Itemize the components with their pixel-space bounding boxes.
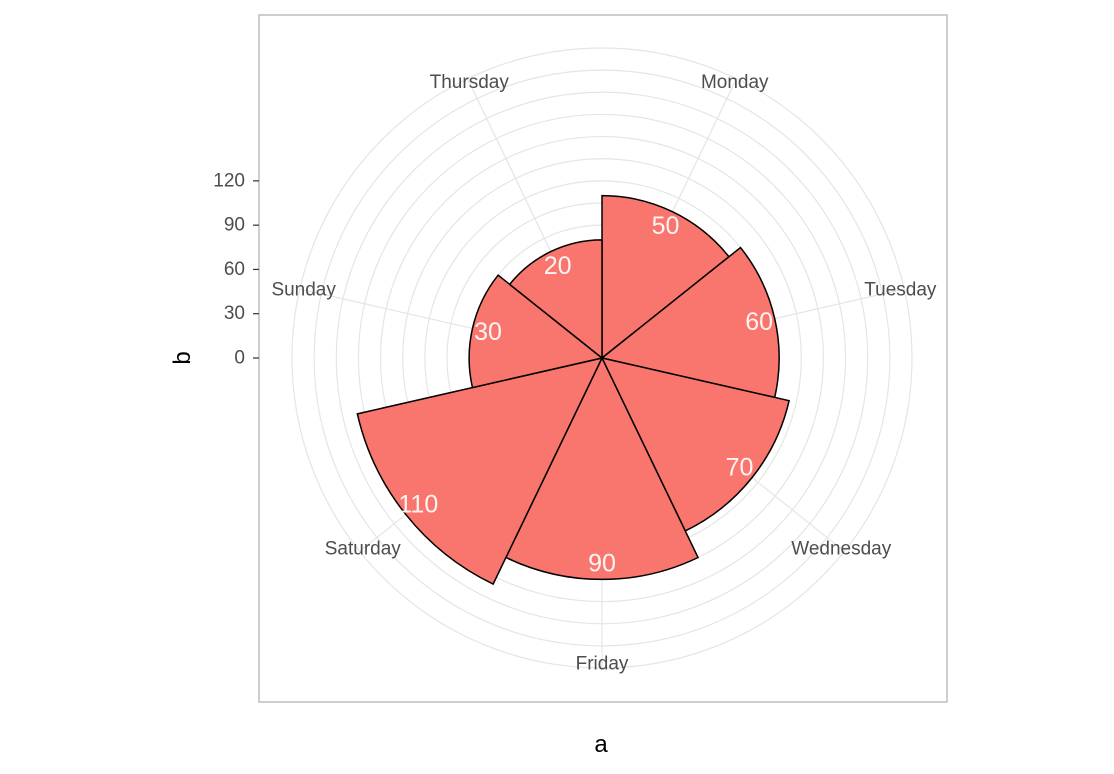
y-axis-ticks: 0 30 60 90 120 [213,170,259,369]
bar-value-label-saturday: 110 [398,490,438,518]
y-tick-label-120: 120 [213,170,245,191]
bar-value-label-friday: 90 [588,549,616,577]
bar-monday [601,194,731,360]
category-label-monday: Monday [701,72,769,93]
bar-sunday [468,274,604,389]
bars [356,194,790,586]
y-tick-label-90: 90 [224,215,245,236]
grid-spoke [466,78,565,279]
bar-wednesday [600,356,790,532]
bar-tuesday [600,246,780,399]
bar-friday [504,356,700,581]
bar-value-label-thursday: 20 [544,252,572,280]
x-axis-title: a [594,731,608,758]
y-axis-title: b [169,351,196,364]
category-label-wednesday: Wednesday [791,538,891,559]
bar-value-label-monday: 50 [652,212,680,240]
bar-thursday [508,239,603,360]
category-label-saturday: Saturday [325,538,402,559]
category-label-thursday: Thursday [430,72,510,93]
y-tick-label-60: 60 [224,259,245,280]
bar-value-labels: 50 60 70 90 110 30 20 [398,212,773,577]
bar-value-label-sunday: 30 [474,318,502,346]
category-label-sunday: Sunday [271,279,336,300]
y-tick-label-0: 0 [234,348,245,369]
bar-value-label-wednesday: 70 [726,454,754,482]
category-labels: Monday Tuesday Wednesday Friday Saturday Sund… [271,72,936,675]
bar-saturday [356,356,604,586]
category-label-tuesday: Tuesday [864,279,937,300]
y-tick-label-30: 30 [224,303,245,324]
category-label-friday: Friday [576,654,629,675]
bar-value-label-tuesday: 60 [745,308,773,336]
